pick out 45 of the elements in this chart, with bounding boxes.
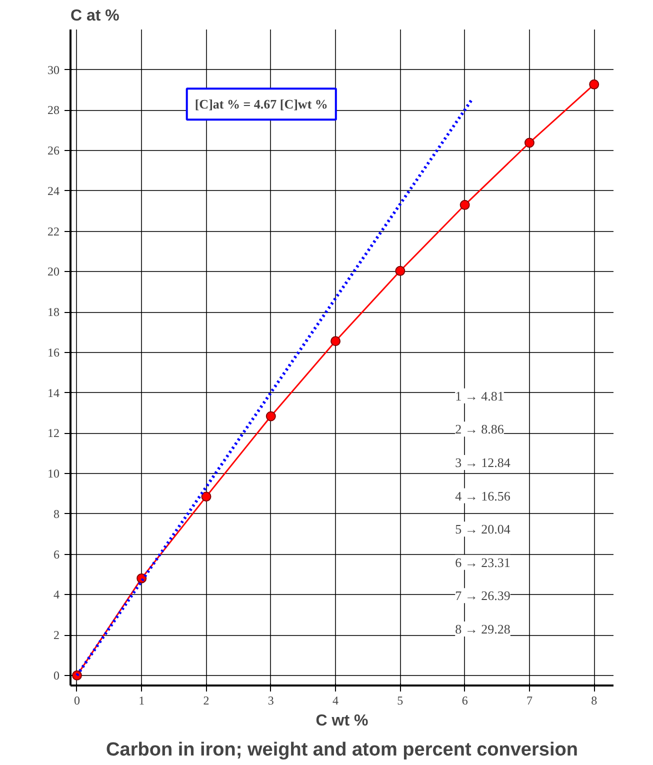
y-tick-label: 10 xyxy=(48,466,60,481)
point xyxy=(72,670,82,680)
x-tick-label: 7 xyxy=(526,694,532,708)
y-tick-label: 30 xyxy=(48,62,60,77)
y-tick-label: 24 xyxy=(48,184,60,198)
y-tick-label: 0 xyxy=(54,668,60,682)
annotation: 1 → 4.81 xyxy=(455,388,504,404)
point xyxy=(460,200,470,210)
annotation: 6 → 23.31 xyxy=(455,554,510,570)
point xyxy=(395,266,406,276)
point xyxy=(201,492,212,502)
y-tick-label: 18 xyxy=(48,305,60,320)
y-tick-label: 6 xyxy=(54,547,60,562)
point xyxy=(589,79,600,90)
y-tick-label: 4 xyxy=(54,588,60,602)
annotation: [C]at % = 4.67 [C]wt % xyxy=(194,96,328,112)
annotation: 2 → 8.86 xyxy=(455,422,504,437)
y-tick-label: 28 xyxy=(48,103,60,118)
y-axis-title: C at % xyxy=(70,8,120,24)
x-axis-title: C wt % xyxy=(316,712,368,730)
x-tick-label: 5 xyxy=(397,694,404,708)
x-tick-label: 1 xyxy=(138,694,145,708)
point xyxy=(330,336,341,346)
annotation: 7 → 26.39 xyxy=(455,588,510,604)
x-tick-label: 2 xyxy=(203,694,210,708)
y-tick-label: 20 xyxy=(48,264,60,279)
x-tick-label: 4 xyxy=(332,694,339,708)
y-tick-label: 2 xyxy=(54,628,60,642)
y-tick-label: 16 xyxy=(48,345,60,360)
point xyxy=(524,138,534,148)
y-tick-label: 8 xyxy=(54,506,60,521)
y-tick-label: 14 xyxy=(48,386,60,400)
x-tick-label: 8 xyxy=(591,694,598,708)
x-tick-label: 0 xyxy=(74,694,80,708)
y-tick-label: 26 xyxy=(48,144,60,158)
point xyxy=(266,411,276,422)
annotation: 3 → 12.84 xyxy=(455,454,511,470)
annotation: 5 → 20.04 xyxy=(455,522,511,537)
x-tick-label: 3 xyxy=(268,694,274,708)
y-tick-label: 22 xyxy=(48,224,60,238)
annotation: 8 → 29.28 xyxy=(455,621,510,636)
x-tick-label: 6 xyxy=(462,694,468,708)
annotation: 4 → 16.56 xyxy=(455,488,511,504)
text: Carbon in iron; weight and atom percent conversion xyxy=(106,740,578,760)
y-tick-label: 12 xyxy=(48,426,60,440)
